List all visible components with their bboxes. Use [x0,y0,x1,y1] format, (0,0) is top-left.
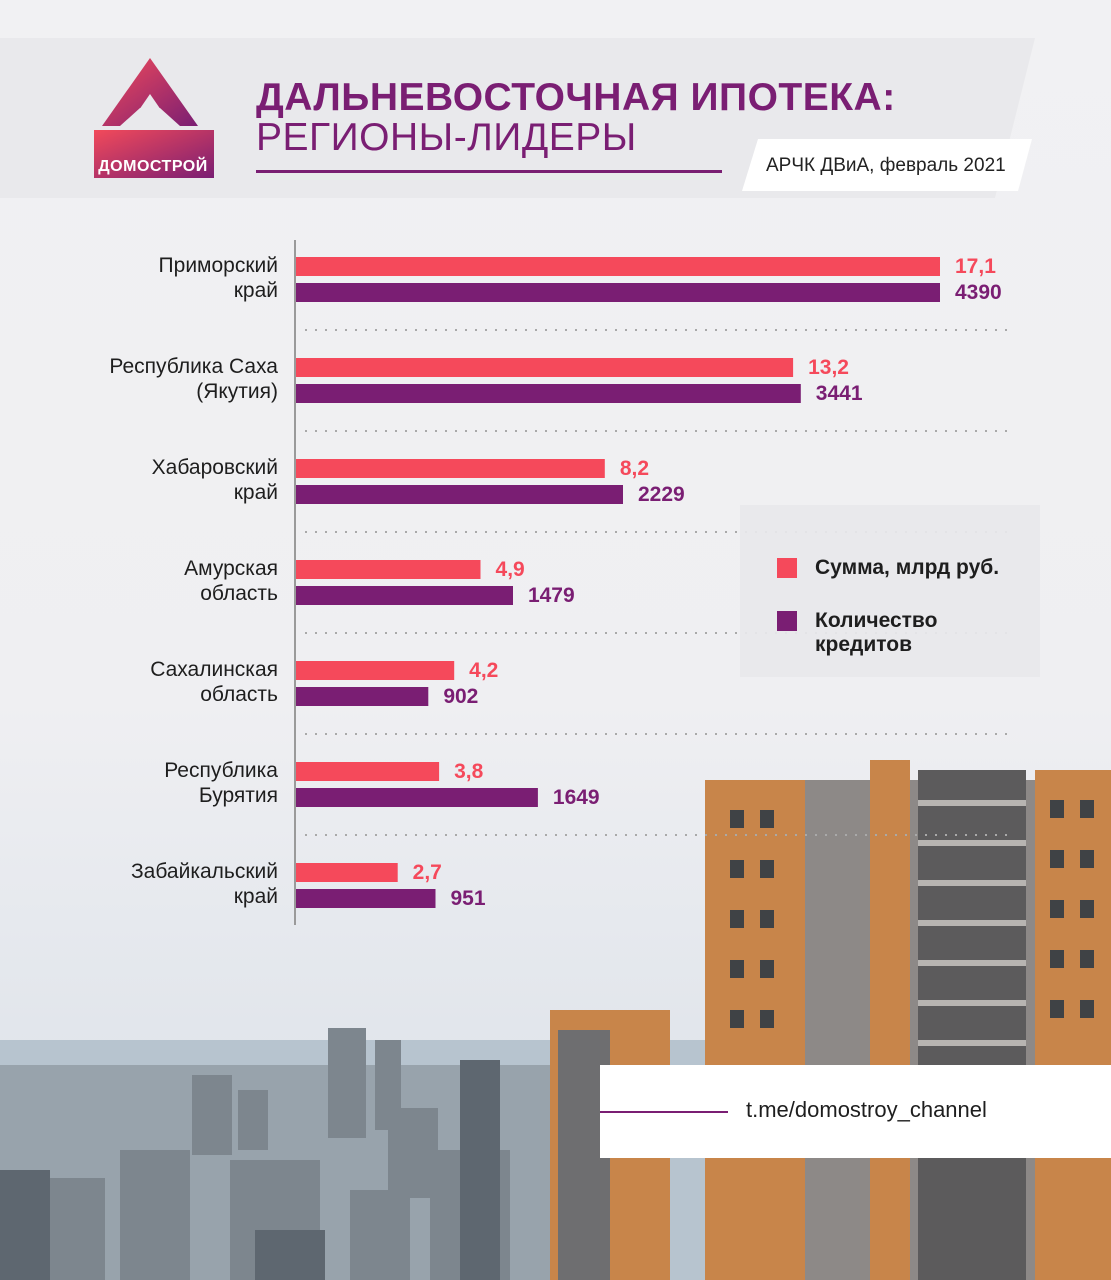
legend-swatch-count [777,611,797,631]
bar-count [296,586,513,605]
category-label: Приморский край [38,253,278,303]
data-label-count: 902 [443,685,478,708]
telegram-link[interactable]: t.me/domostroy_channel [746,1097,987,1122]
legend [740,505,1040,677]
category-label-line: Республика [164,759,278,782]
legend-label-count: Количество кредитов [815,609,937,657]
data-label-count: 1479 [528,584,575,607]
data-label-sum: 13,2 [808,356,849,379]
bar-count [296,788,538,807]
data-label-sum: 2,7 [413,861,442,884]
data-label-count: 951 [451,887,486,910]
legend-label-count-line2: кредитов [815,633,913,656]
category-label-line: Сахалинская [150,658,278,681]
category-label: Амурская область [38,556,278,606]
logo-text: ДОМОСТРОЙ [98,158,208,175]
link-underline [600,1111,728,1113]
data-label-sum: 4,2 [469,659,498,682]
category-label-line: (Якутия) [196,380,278,403]
data-label-sum: 8,2 [620,457,649,480]
logo-icon [94,58,214,178]
bar-sum [296,661,455,680]
data-label-count: 1649 [553,786,600,809]
legend-label-sum: Сумма, млрд руб. [815,556,1000,579]
category-label: Забайкальский край [38,859,278,909]
category-label: Хабаровский край [38,455,278,505]
bar-count [296,889,436,908]
bar-sum [296,762,440,781]
source-box [742,139,1032,191]
category-label: Республика Саха (Якутия) [38,354,278,404]
category-label: Республика Бурятия [38,758,278,808]
data-label-count: 2229 [638,483,685,506]
bar-sum [296,358,794,377]
data-label-count: 3441 [816,382,863,405]
source-label: АРЧК ДВиА, февраль 2021 [766,155,1006,176]
bar-sum [296,863,398,882]
category-label-line: область [200,683,278,706]
title-underline [256,170,722,173]
category-label-line: край [233,279,278,302]
category-label-line: Забайкальский [131,860,278,883]
category-label-line: Республика Саха [109,355,278,378]
bar-sum [296,257,940,276]
page-subtitle: РЕГИОНЫ-ЛИДЕРЫ [256,116,637,159]
data-label-sum: 4,9 [496,558,525,581]
category-label-line: Приморский [158,254,278,277]
data-label-count: 4390 [955,281,1002,304]
bar-sum [296,560,481,579]
legend-label-count-line1: Количество [815,609,938,632]
bar-count [296,283,940,302]
category-label-line: край [233,885,278,908]
bar-count [296,687,429,706]
page-title: ДАЛЬНЕВОСТОЧНАЯ ИПОТЕКА: [256,76,896,119]
category-label-line: Хабаровский [151,456,278,479]
bar-sum [296,459,605,478]
category-label-line: область [200,582,278,605]
category-label: Сахалинская область [38,657,278,707]
category-label-line: Амурская [184,557,278,580]
data-label-sum: 3,8 [454,760,484,783]
legend-swatch-sum [777,558,797,578]
data-label-sum: 17,1 [955,255,996,278]
bar-count [296,384,801,403]
category-label-line: Бурятия [198,784,278,807]
category-label-line: край [233,481,278,504]
bar-count [296,485,623,504]
